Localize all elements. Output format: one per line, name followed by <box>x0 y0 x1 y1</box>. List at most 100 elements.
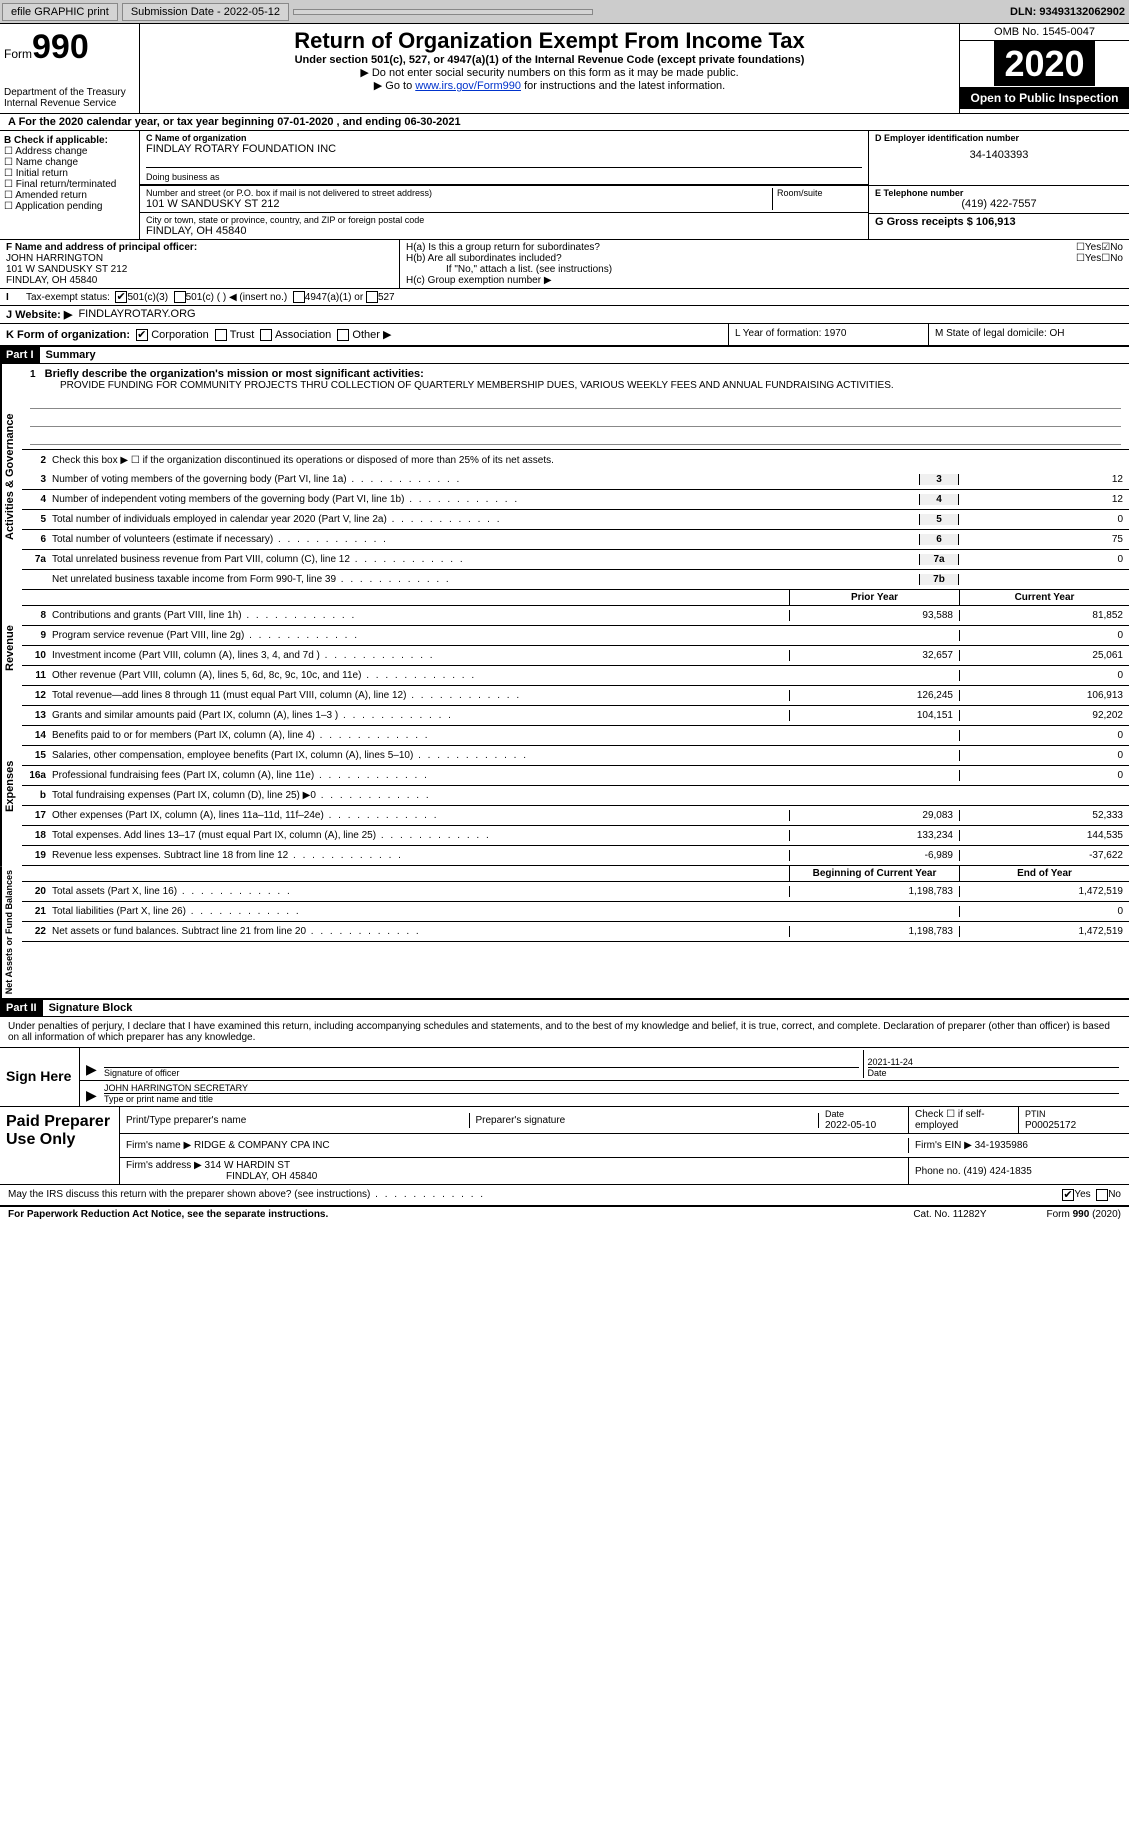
form-num: 990 <box>32 28 89 66</box>
hb-label: H(b) Are all subordinates included? <box>406 253 1076 264</box>
exp-line-17: 17 Other expenses (Part IX, column (A), … <box>22 806 1129 826</box>
form-footer: Form 990 (2020) <box>1047 1209 1121 1220</box>
b-opt-2: ☐ Initial return <box>4 168 135 179</box>
type-label: Type or print name and title <box>104 1094 1119 1104</box>
mission-line-1 <box>30 393 1121 409</box>
rev-line-11: 11 Other revenue (Part VIII, column (A),… <box>22 666 1129 686</box>
side-label-rev: Revenue <box>0 590 22 706</box>
city-label: City or town, state or province, country… <box>146 215 862 225</box>
ha-yes: Yes <box>1085 242 1101 253</box>
sign-here-block: Sign Here ▶ Signature of officer 2021-11… <box>0 1048 1129 1107</box>
sig-arrow-1: ▶ <box>86 1061 100 1078</box>
current-year-header: Current Year <box>959 590 1129 605</box>
discuss-text: May the IRS discuss this return with the… <box>8 1189 1062 1201</box>
net-header: Beginning of Current Year End of Year <box>22 866 1129 882</box>
firm-city: FINDLAY, OH 45840 <box>126 1171 317 1182</box>
instr-2: ▶ Go to www.irs.gov/Form990 for instruct… <box>144 79 955 92</box>
i-check-501c3 <box>115 291 127 303</box>
website-value: FINDLAYROTARY.ORG <box>78 308 195 321</box>
exp-line-16a: 16a Professional fundraising fees (Part … <box>22 766 1129 786</box>
mission-label: Briefly describe the organization's miss… <box>45 368 424 380</box>
form-word: Form <box>4 47 32 61</box>
revenue-grid: Revenue Prior Year Current Year 8 Contri… <box>0 590 1129 706</box>
hb-note: If "No," attach a list. (see instruction… <box>406 264 1123 275</box>
form-title: Return of Organization Exempt From Incom… <box>144 28 955 54</box>
k-opt0: Corporation <box>151 329 208 341</box>
b-opt-1: ☐ Name change <box>4 157 135 168</box>
b-opt-0: ☐ Address change <box>4 146 135 157</box>
d-label: D Employer identification number <box>875 133 1123 143</box>
i-opt1: 501(c)(3) <box>127 292 168 303</box>
l-box: L Year of formation: 1970 <box>729 324 929 345</box>
instr-2b: for instructions and the latest informat… <box>521 80 725 92</box>
footer: For Paperwork Reduction Act Notice, see … <box>0 1207 1129 1222</box>
prep-date-val: 2022-05-10 <box>825 1120 876 1131</box>
dept-label: Department of the Treasury Internal Reve… <box>4 87 135 109</box>
dba-label: Doing business as <box>146 167 862 182</box>
part2-bar: Part II Signature Block <box>0 1000 1129 1017</box>
b-opt-0-txt: Address change <box>15 146 87 157</box>
street-value: 101 W SANDUSKY ST 212 <box>146 198 772 210</box>
c-name-label: C Name of organization <box>146 133 862 143</box>
exp-line-19: 19 Revenue less expenses. Subtract line … <box>22 846 1129 866</box>
ptin-label: PTIN <box>1025 1109 1046 1119</box>
i-check-501c <box>174 291 186 303</box>
form990-link[interactable]: www.irs.gov/Form990 <box>415 80 521 92</box>
rev-header: Prior Year Current Year <box>22 590 1129 606</box>
i-opt4: 527 <box>378 292 395 303</box>
cat-no: Cat. No. 11282Y <box>913 1209 986 1220</box>
prep-sig-label: Preparer's signature <box>470 1113 820 1128</box>
firm-ein-label: Firm's EIN ▶ <box>915 1140 972 1151</box>
form-num-footer: 990 <box>1073 1209 1090 1220</box>
firm-name-label: Firm's name ▶ <box>126 1140 191 1151</box>
col-c: C Name of organization FINDLAY ROTARY FO… <box>140 131 1129 239</box>
room-label: Room/suite <box>777 188 862 198</box>
blank-btn <box>293 9 593 15</box>
toolbar: efile GRAPHIC print Submission Date - 20… <box>0 0 1129 24</box>
net-line-22: 22 Net assets or fund balances. Subtract… <box>22 922 1129 942</box>
f-box: F Name and address of principal officer:… <box>0 240 400 288</box>
line2-text: Check this box ▶ ☐ if the organization d… <box>52 453 1129 468</box>
sig-officer-label: Signature of officer <box>104 1068 859 1078</box>
section-b-to-g: B Check if applicable: ☐ Address change … <box>0 131 1129 240</box>
f-label: F Name and address of principal officer: <box>6 242 393 253</box>
prior-year-header: Prior Year <box>789 590 959 605</box>
rev-line-10: 10 Investment income (Part VIII, column … <box>22 646 1129 666</box>
org-name: FINDLAY ROTARY FOUNDATION INC <box>146 143 862 155</box>
paid-preparer-block: Paid Preparer Use Only Print/Type prepar… <box>0 1107 1129 1185</box>
ptin-value: P00025172 <box>1025 1120 1076 1131</box>
b-opt-1-txt: Name change <box>16 157 78 168</box>
omb-number: OMB No. 1545-0047 <box>960 24 1129 41</box>
rev-line-12: 12 Total revenue—add lines 8 through 11 … <box>22 686 1129 706</box>
col-b: B Check if applicable: ☐ Address change … <box>0 131 140 239</box>
k-corp <box>136 329 148 341</box>
exp-line-13: 13 Grants and similar amounts paid (Part… <box>22 706 1129 726</box>
rev-line-8: 8 Contributions and grants (Part VIII, l… <box>22 606 1129 626</box>
i-check-527 <box>366 291 378 303</box>
b-opt-3: ☐ Final return/terminated <box>4 179 135 190</box>
sign-here-label: Sign Here <box>0 1048 80 1106</box>
efile-btn[interactable]: efile GRAPHIC print <box>2 3 118 21</box>
k-assoc <box>260 329 272 341</box>
ag-line-5: 5 Total number of individuals employed i… <box>22 510 1129 530</box>
k-opt2: Association <box>275 329 331 341</box>
discuss-yes-check <box>1062 1189 1074 1201</box>
i-opt3: 4947(a)(1) or <box>305 292 363 303</box>
sig-date-label: Date <box>868 1068 1120 1078</box>
k-label: K Form of organization: <box>6 329 130 341</box>
f-h-row: F Name and address of principal officer:… <box>0 240 1129 289</box>
i-label: Tax-exempt status: <box>26 292 110 303</box>
b-opt-2-txt: Initial return <box>16 168 68 179</box>
firm-addr-label: Firm's address ▶ <box>126 1160 202 1171</box>
netassets-grid: Net Assets or Fund Balances Beginning of… <box>0 866 1129 1000</box>
summary-mission: 1 Briefly describe the organization's mi… <box>22 364 1129 450</box>
form-number: Form990 <box>4 28 135 67</box>
city-value: FINDLAY, OH 45840 <box>146 225 862 237</box>
submission-date-btn[interactable]: Submission Date - 2022-05-12 <box>122 3 289 21</box>
website-row: J Website: ▶ FINDLAYROTARY.ORG <box>0 306 1129 324</box>
exp-line-18: 18 Total expenses. Add lines 13–17 (must… <box>22 826 1129 846</box>
street-label: Number and street (or P.O. box if mail i… <box>146 188 772 198</box>
sig-arrow-2: ▶ <box>86 1087 100 1104</box>
sig-officer-line <box>104 1050 859 1068</box>
firm-ein: 34-1935986 <box>975 1140 1028 1151</box>
